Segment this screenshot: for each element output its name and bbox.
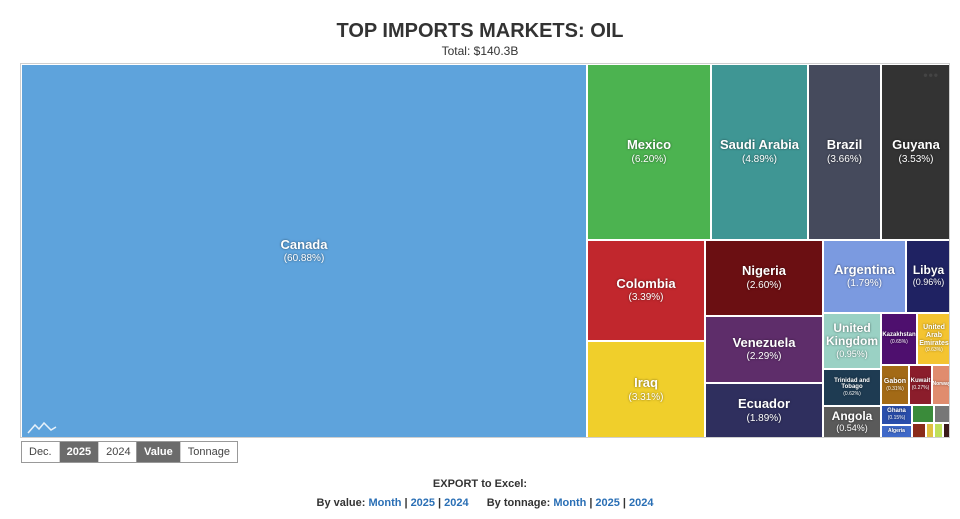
measure-button-value[interactable]: Value	[137, 442, 181, 462]
treemap-cell-brazil[interactable]: Brazil (3.66%)	[808, 64, 881, 240]
separator: |	[622, 497, 626, 509]
treemap-cell-nigeria[interactable]: Nigeria (2.60%)	[705, 240, 823, 316]
ellipsis-icon[interactable]: •••	[923, 68, 939, 82]
period-button-month[interactable]: Dec.	[22, 442, 60, 462]
measure-toggle-group: Value Tonnage	[136, 441, 238, 463]
treemap-cell-united-arab-emirates[interactable]: United Arab Emirates (0.63%)	[917, 313, 949, 365]
period-button-2025[interactable]: 2025	[59, 442, 100, 462]
treemap-cell-percent: (0.95%)	[836, 348, 868, 359]
treemap-cell[interactable]	[943, 423, 949, 437]
treemap-cell-percent: (0.27%)	[911, 385, 930, 392]
treemap-cell-name: Brazil	[826, 137, 863, 153]
treemap-cell-name: Norway	[932, 381, 950, 388]
treemap-cell-name: Colombia	[616, 275, 676, 291]
export-links: By value: Month | 2025 | 2024 By tonnage: Mo…	[0, 497, 960, 509]
export-tonnage-month-link[interactable]: Month	[553, 497, 587, 509]
treemap-cell-canada[interactable]: Canada (60.88%)	[21, 64, 587, 437]
treemap-cell-percent: (0.54%)	[836, 423, 868, 434]
treemap-cell-name: Argentina	[834, 261, 895, 277]
treemap-cell-name: Canada	[280, 236, 328, 252]
treemap-cell-name: Kuwait	[910, 378, 931, 385]
export-tonnage-2025-link[interactable]: 2025	[595, 497, 620, 509]
treemap-cell-name: Libya	[912, 262, 945, 277]
treemap-cell-name: Saudi Arabia	[720, 137, 799, 153]
export-tonnage-2024-link[interactable]: 2024	[628, 497, 654, 509]
period-button-2024[interactable]: 2024	[99, 442, 138, 462]
treemap-cell-percent: (4.89%)	[741, 153, 777, 165]
treemap-cell[interactable]	[934, 405, 949, 423]
treemap-cell-mexico[interactable]: Mexico (6.20%)	[587, 64, 711, 240]
treemap-cell-percent: (3.66%)	[826, 153, 862, 165]
treemap-cell-kazakhstan[interactable]: Kazakhstan (0.65%)	[881, 313, 917, 365]
separator: |	[589, 497, 593, 509]
export-value-2024-link[interactable]: 2024	[444, 497, 469, 509]
treemap-cell-ghana[interactable]: Ghana (0.15%)	[881, 405, 912, 425]
treemap-cell-libya[interactable]: Libya (0.96%)	[906, 240, 949, 313]
treemap-cell-name: Kazakhstan	[882, 332, 916, 339]
treemap-cell-name: Ecuador	[737, 396, 790, 412]
treemap-cell-percent: (0.62%)	[843, 390, 861, 397]
export-by-tonnage-label: By tonnage:	[486, 497, 551, 509]
treemap-cell-gabon[interactable]: Gabon (0.31%)	[881, 365, 909, 405]
export-value-2025-link[interactable]: 2025	[410, 497, 436, 509]
treemap-cell-kuwait[interactable]: Kuwait (0.27%)	[909, 365, 932, 405]
treemap-cell-algeria[interactable]: Algeria	[881, 425, 912, 437]
export-value-month-link[interactable]: Month	[368, 497, 402, 509]
treemap-cell-percent: (0.96%)	[912, 277, 945, 288]
treemap-cell-colombia[interactable]: Colombia (3.39%)	[587, 240, 705, 341]
treemap-cell-percent: (0.15%)	[887, 415, 906, 422]
export-title: EXPORT to Excel:	[432, 478, 528, 490]
treemap-cell-norway[interactable]: Norway	[932, 365, 950, 405]
treemap-cell-name: Nigeria	[741, 263, 787, 279]
treemap-cell-percent: (1.89%)	[746, 412, 782, 424]
measure-button-tonnage[interactable]: Tonnage	[180, 442, 237, 462]
separator: |	[404, 497, 408, 509]
treemap-chart: Algeria Ghana (0.15%) Angola (0.54%) Norway Ku…	[20, 63, 950, 438]
treemap-cell-name: Algeria	[888, 428, 905, 435]
treemap-cell-ecuador[interactable]: Ecuador (1.89%)	[705, 383, 823, 437]
treemap-cell-percent: (3.39%)	[628, 292, 664, 304]
separator: |	[438, 497, 442, 509]
treemap-cell-argentina[interactable]: Argentina (1.79%)	[823, 240, 906, 313]
treemap-cell-percent: (0.65%)	[890, 339, 908, 346]
treemap-cell-percent: (3.31%)	[628, 391, 664, 403]
treemap-cell[interactable]	[912, 405, 934, 423]
treemap-cell-name: Trinidad and Tobago	[834, 377, 870, 391]
mountain-logo-icon	[27, 421, 57, 434]
treemap-cell-name: Gabon	[883, 377, 907, 385]
treemap-cell-percent: (0.31%)	[886, 385, 904, 392]
treemap-cell[interactable]	[926, 423, 934, 437]
treemap-cell-iraq[interactable]: Iraq (3.31%)	[587, 341, 705, 437]
treemap-cell-name: United Kingdom	[826, 320, 878, 349]
treemap-cell-percent: (3.53%)	[898, 153, 934, 165]
treemap-cell-percent: (2.29%)	[746, 351, 782, 363]
treemap-cell-percent: (0.63%)	[925, 347, 943, 354]
treemap-cell[interactable]	[912, 423, 926, 437]
treemap-cell-percent: (60.88%)	[283, 253, 325, 265]
treemap-cell-name: Venezuela	[732, 334, 796, 350]
treemap-cell-name: Guyana	[892, 137, 940, 153]
treemap-cell-name: Ghana	[887, 408, 906, 415]
treemap-cell-saudi-arabia[interactable]: Saudi Arabia (4.89%)	[711, 64, 808, 240]
treemap-cell-name: United Arab Emirates	[919, 324, 949, 347]
export-by-value-label: By value:	[316, 497, 366, 509]
treemap-cell-united-kingdom[interactable]: United Kingdom (0.95%)	[823, 313, 881, 369]
treemap-cell-percent: (6.20%)	[631, 153, 667, 165]
treemap-cell-name: Mexico	[626, 137, 672, 153]
treemap-cell-venezuela[interactable]: Venezuela (2.29%)	[705, 316, 823, 383]
treemap-cell-angola[interactable]: Angola (0.54%)	[823, 406, 881, 437]
period-toggle-group: Dec. 2025 2024	[21, 441, 139, 463]
treemap-cell[interactable]	[934, 423, 943, 437]
chart-subtitle: Total: $140.3B	[441, 44, 519, 58]
treemap-cell-percent: (1.79%)	[846, 278, 882, 290]
treemap-cell-trinidad-and-tobago[interactable]: Trinidad and Tobago (0.62%)	[823, 369, 881, 406]
treemap-cell-percent: (2.60%)	[746, 279, 782, 291]
chart-title: TOP IMPORTS MARKETS: OIL	[336, 20, 624, 42]
treemap-cell-name: Iraq	[634, 375, 658, 391]
treemap-cell-name: Angola	[831, 408, 873, 423]
treemap-cell-guyana[interactable]: Guyana (3.53%)	[881, 64, 949, 240]
